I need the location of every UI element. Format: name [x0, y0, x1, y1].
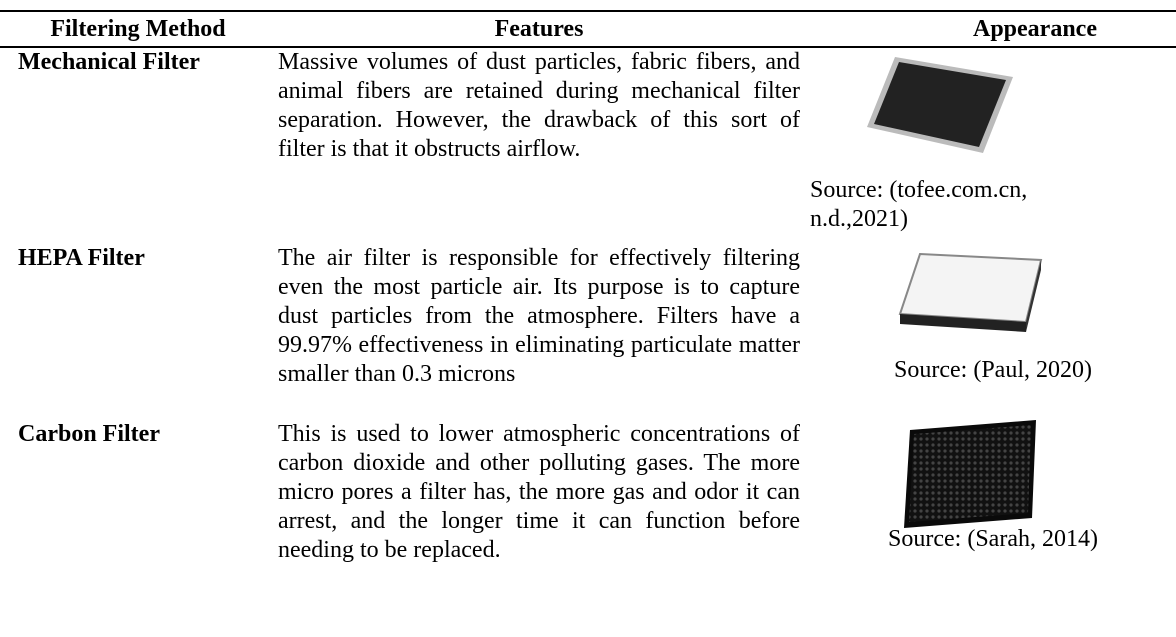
mechanical-filter-image — [867, 57, 1013, 153]
method: Mechanical Filter — [18, 49, 200, 75]
top-rule — [0, 10, 1176, 12]
header-cell: Features — [494, 16, 584, 42]
method: Carbon Filter — [18, 421, 160, 447]
header-cell: Appearance — [973, 16, 1097, 42]
header-cell: Filtering Method — [50, 16, 226, 42]
source: Source: (Paul, 2020) — [894, 357, 1092, 383]
features: The air filter is responsible for effect… — [278, 245, 800, 387]
header-rule — [0, 46, 1176, 48]
features: Massive volumes of dust particles, fabri… — [278, 49, 800, 162]
source: Source: (tofee.com.cn, n.d.,2021) — [810, 177, 1028, 232]
hepa-filter-image — [898, 252, 1043, 332]
source: Source: (Sarah, 2014) — [888, 526, 1098, 552]
carbon-filter-image — [904, 420, 1036, 528]
features: This is used to lower atmospheric concen… — [278, 421, 800, 563]
method: HEPA Filter — [18, 245, 145, 271]
